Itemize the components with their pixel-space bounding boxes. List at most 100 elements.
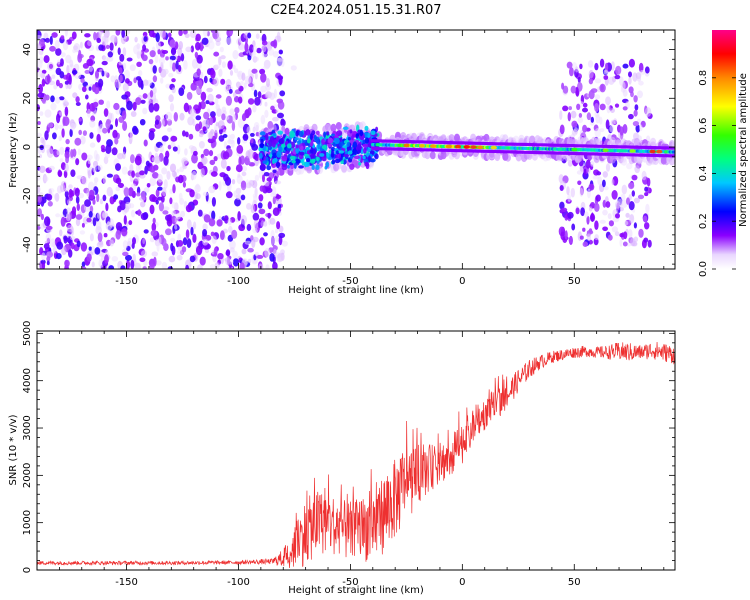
- noise-cell: [49, 45, 56, 52]
- noise-cell: [228, 225, 233, 234]
- noise-cell: [45, 232, 52, 243]
- noise-cell: [567, 112, 571, 122]
- noise-cell: [263, 65, 270, 70]
- noise-cell: [112, 129, 118, 139]
- noise-cell: [167, 32, 172, 38]
- noise-cell: [52, 246, 57, 254]
- noise-cell: [203, 214, 211, 223]
- noise-cell: [602, 171, 608, 178]
- noise-cell: [60, 183, 66, 193]
- noise-cell: [152, 65, 157, 74]
- noise-cell: [148, 59, 154, 65]
- noise-cell: [133, 77, 137, 84]
- noise-cell: [613, 118, 617, 125]
- noise-cell: [142, 93, 148, 99]
- noise-cell: [633, 236, 639, 243]
- signal-cell: [265, 156, 269, 162]
- noise-cell: [244, 160, 251, 165]
- noise-cell: [597, 176, 603, 186]
- signal-peak-cell: [477, 145, 484, 150]
- signal-cell: [300, 145, 304, 151]
- noise-cell: [54, 39, 60, 49]
- y-tick-label: 1000: [22, 510, 33, 535]
- y-tick-label: -20: [22, 188, 33, 204]
- noise-cell: [257, 202, 263, 209]
- noise-cell: [94, 87, 100, 95]
- noise-cell: [172, 146, 178, 152]
- noise-cell: [237, 137, 241, 145]
- noise-cell: [267, 212, 271, 219]
- noise-cell: [260, 220, 265, 227]
- noise-cell: [635, 124, 641, 133]
- noise-cell: [110, 75, 116, 83]
- noise-cell: [125, 78, 130, 84]
- noise-cell: [225, 191, 233, 199]
- noise-cell: [143, 139, 148, 147]
- noise-cell: [38, 83, 43, 94]
- noise-cell: [278, 49, 283, 55]
- signal-cell: [299, 151, 305, 156]
- noise-cell: [130, 259, 135, 269]
- noise-cell: [146, 183, 151, 188]
- signal-cell: [294, 158, 301, 164]
- noise-cell: [628, 229, 633, 239]
- noise-cell: [155, 199, 159, 205]
- noise-cell: [122, 240, 128, 249]
- noise-cell: [575, 207, 580, 215]
- noise-cell: [586, 112, 592, 121]
- noise-cell: [158, 236, 162, 246]
- signal-cell: [281, 143, 286, 148]
- noise-cell: [56, 149, 60, 156]
- noise-cell: [232, 258, 239, 267]
- signal-cell: [284, 127, 290, 135]
- noise-cell: [631, 241, 638, 247]
- noise-cell: [274, 229, 279, 234]
- noise-cell: [598, 116, 603, 125]
- noise-cell: [577, 117, 583, 124]
- noise-cell: [273, 39, 278, 49]
- noise-cell: [232, 92, 237, 98]
- noise-cell: [647, 239, 652, 248]
- noise-cell: [615, 65, 622, 75]
- snr-x-axis-label: Height of straight line (km): [288, 585, 424, 596]
- noise-cell: [40, 213, 45, 221]
- noise-cell: [559, 124, 565, 135]
- noise-cell: [231, 179, 236, 185]
- x-tick-label: 50: [568, 577, 581, 588]
- noise-cell: [254, 96, 261, 106]
- signal-cell: [330, 153, 335, 158]
- noise-cell: [220, 159, 227, 169]
- noise-cell: [633, 109, 638, 117]
- noise-cell: [190, 107, 195, 117]
- noise-cell: [168, 72, 174, 78]
- noise-cell: [638, 80, 644, 86]
- noise-cell: [41, 261, 46, 269]
- noise-cell: [160, 77, 164, 84]
- colorbar-tick-label: 0.8: [698, 70, 709, 86]
- noise-cell: [223, 173, 229, 182]
- noise-cell: [158, 202, 164, 212]
- noise-cell: [234, 95, 240, 103]
- noise-cell: [115, 118, 118, 128]
- signal-cell: [265, 132, 269, 141]
- spectrogram-frame: [36, 29, 676, 270]
- noise-cell: [586, 233, 592, 242]
- noise-cell: [579, 187, 584, 197]
- noise-cell: [167, 127, 172, 133]
- noise-cell: [37, 173, 41, 181]
- noise-cell: [254, 174, 260, 182]
- noise-cell: [210, 171, 218, 177]
- noise-cell: [628, 58, 636, 68]
- noise-cell: [101, 70, 105, 77]
- noise-cell: [81, 152, 88, 161]
- noise-cell: [118, 67, 123, 74]
- noise-cell: [93, 31, 97, 41]
- noise-cell: [217, 120, 225, 130]
- noise-cell: [142, 79, 149, 86]
- noise-cell: [252, 228, 258, 234]
- signal-halo-cell: [311, 123, 318, 132]
- noise-cell: [222, 151, 230, 160]
- signal-cell: [321, 156, 327, 162]
- noise-cell: [44, 130, 49, 141]
- noise-cell: [124, 30, 131, 36]
